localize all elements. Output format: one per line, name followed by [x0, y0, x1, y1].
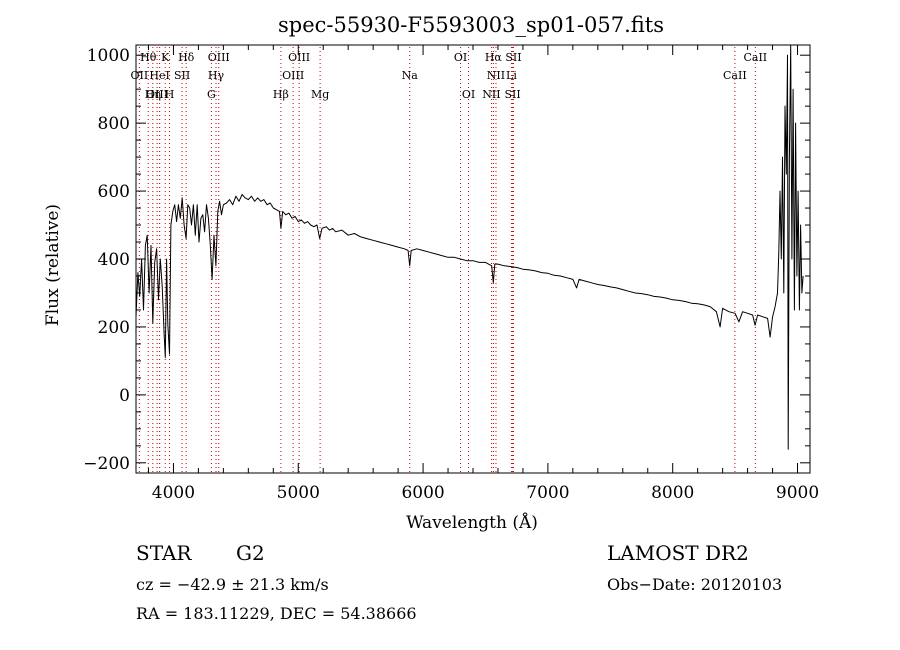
- y-tick-label: 200: [98, 318, 130, 338]
- y-tick-label: 1000: [87, 46, 130, 66]
- y-tick-label: −200: [83, 454, 130, 474]
- spectral-line-label: CaII: [743, 51, 767, 64]
- spectral-line-label: Hδ: [178, 51, 195, 64]
- y-axis-label: Flux (relative): [43, 204, 63, 326]
- x-tick-label: 5000: [277, 483, 320, 503]
- spectral-line-label: SII: [174, 69, 190, 82]
- redshift-readout: cz = −42.9 ± 21.3 km/s: [136, 575, 329, 594]
- spectral-line-label: H: [165, 88, 175, 101]
- y-axis: −200 0 200 400 600 800 1000: [83, 46, 810, 474]
- spectral-line-label: OI: [462, 88, 475, 101]
- spectral-line-label: K: [161, 51, 170, 64]
- x-tick-label: 7000: [526, 483, 569, 503]
- chart-title: spec-55930-F5593003_sp01-057.fits: [278, 13, 664, 37]
- spectral-line-label: OII: [131, 69, 149, 82]
- spectral-line-label: NII: [487, 69, 505, 82]
- spectral-line-label: NII: [482, 88, 500, 101]
- coordinates-readout: RA = 183.11229, DEC = 54.38666: [136, 604, 417, 623]
- spectral-line-markers: [138, 47, 756, 473]
- plot-frame: [135, 44, 811, 474]
- x-tick-label: 8000: [651, 483, 694, 503]
- spectral-line-label: Hη: [145, 88, 161, 101]
- object-subclass: G2: [236, 541, 265, 565]
- survey-name: LAMOST DR2: [607, 541, 749, 565]
- y-tick-label: 600: [98, 182, 130, 202]
- spectral-line-label: CaII: [723, 69, 747, 82]
- spectral-line-label: Hθ: [140, 51, 157, 64]
- x-axis-label: Wavelength (Å): [406, 512, 538, 533]
- spectral-line-label: SII: [505, 51, 521, 64]
- spectral-line-label: Hγ: [208, 69, 225, 82]
- spectral-line-label: Li: [506, 69, 517, 82]
- y-tick-label: 800: [98, 114, 130, 134]
- spectrum-line: [135, 44, 804, 450]
- x-tick-label: 4000: [152, 483, 195, 503]
- spectral-line-label: OIII: [146, 88, 168, 101]
- spectral-line-label: OIII: [282, 69, 304, 82]
- observation-date: Obs−Date: 20120103: [607, 575, 783, 594]
- object-class: STAR: [136, 541, 192, 565]
- spectral-line-label: OI: [454, 51, 467, 64]
- spectral-line-label: Na: [402, 69, 419, 82]
- x-tick-label: 9000: [776, 483, 819, 503]
- spectral-line-label: Hβ: [273, 88, 289, 101]
- spectral-line-label: SII: [504, 88, 520, 101]
- spectral-line-label: OIII: [288, 51, 310, 64]
- spectral-line-label: Mg: [311, 88, 329, 101]
- y-tick-label: 0: [119, 386, 130, 406]
- x-axis: 4000 5000 6000 7000 8000 9000: [147, 45, 819, 503]
- y-tick-label: 400: [98, 250, 130, 270]
- spectral-line-label: G: [207, 88, 216, 101]
- spectral-line-label: HeI: [149, 69, 169, 82]
- spectral-line-label: OIII: [208, 51, 230, 64]
- spectral-line-labels: Hθ OII OIII K HeI Hη SII H Hδ OIII Hγ G Hβ OIII OIII Mg…: [131, 51, 768, 101]
- x-tick-label: 6000: [401, 483, 444, 503]
- spectral-line-label: Hα: [485, 51, 503, 64]
- spectrum-series: [135, 44, 804, 450]
